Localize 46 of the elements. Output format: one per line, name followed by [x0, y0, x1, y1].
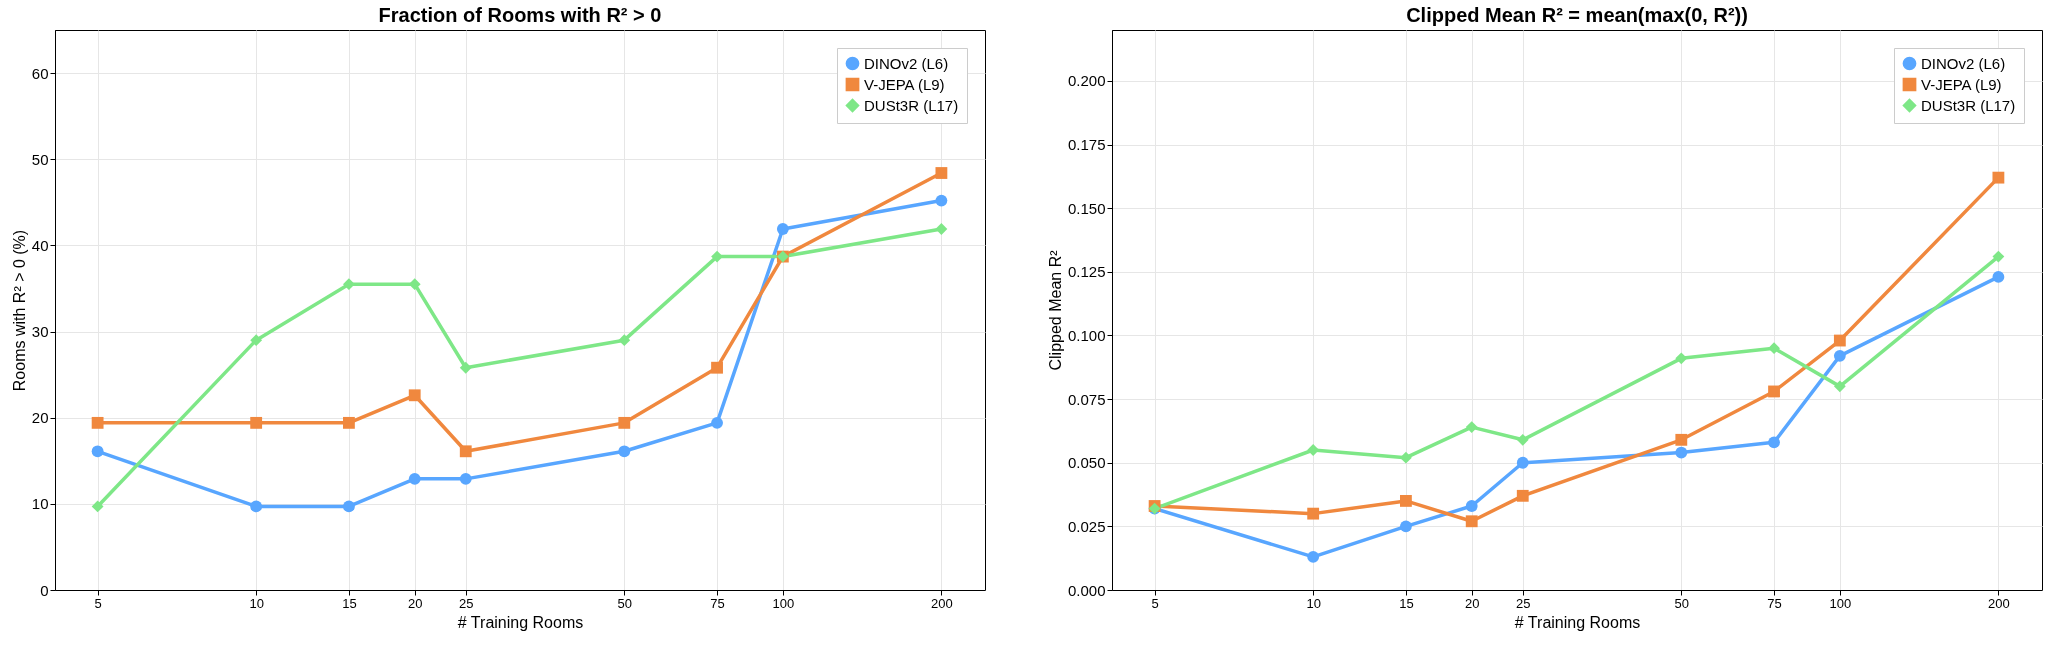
y-tick-label: 30 — [31, 323, 49, 341]
y-axis-title: Rooms with R² > 0 (%) — [10, 229, 28, 392]
x-tick-label: 5 — [1151, 595, 1159, 611]
x-tick-label: 100 — [772, 595, 795, 611]
x-tick-label: 50 — [1674, 595, 1690, 611]
x-tick-label: 200 — [1988, 595, 2010, 611]
x-tick-label: 25 — [1516, 595, 1531, 611]
legend-label: V-JEPA (L9) — [1921, 75, 2002, 93]
x-tick-label: 10 — [249, 595, 264, 611]
y-tick-label: 10 — [31, 495, 49, 513]
legend-label: DINOv2 (L6) — [864, 54, 949, 72]
x-tick-label: 75 — [1767, 595, 1782, 611]
x-tick-label: 25 — [459, 595, 474, 611]
x-tick-label: 10 — [1306, 595, 1321, 611]
y-tick-label: 0.200 — [1067, 72, 1106, 90]
x-axis-title: # Training Rooms — [457, 613, 584, 631]
chart-title: Clipped Mean R² = mean(max(0, R²)) — [1406, 4, 1748, 26]
y-tick-label: 0.000 — [1067, 581, 1106, 599]
y-tick-label: 50 — [31, 150, 49, 168]
y-tick-label: 0.075 — [1067, 390, 1106, 408]
y-tick-label: 0.150 — [1067, 199, 1106, 217]
legend-label: V-JEPA (L9) — [864, 75, 945, 93]
x-tick-label: 100 — [1829, 595, 1852, 611]
legend-label: DUSt3R (L17) — [1921, 96, 2016, 114]
chart-title: Fraction of Rooms with R² > 0 — [378, 4, 662, 26]
y-tick-label: 20 — [31, 409, 49, 427]
y-tick-label: 0.025 — [1067, 517, 1106, 535]
x-tick-label: 75 — [710, 595, 725, 611]
x-tick-label: 200 — [931, 595, 953, 611]
y-tick-label: 0.125 — [1067, 263, 1106, 281]
y-tick-label: 40 — [31, 236, 49, 254]
y-tick-label: 0.050 — [1067, 454, 1106, 472]
legend-label: DINOv2 (L6) — [1921, 54, 2006, 72]
y-tick-label: 60 — [31, 64, 49, 82]
x-axis-title: # Training Rooms — [1514, 613, 1641, 631]
y-axis-title: Clipped Mean R² — [1046, 249, 1064, 371]
x-tick-label: 15 — [1399, 595, 1414, 611]
x-tick-label: 15 — [342, 595, 357, 611]
y-tick-label: 0 — [40, 581, 49, 599]
y-tick-label: 0.175 — [1067, 136, 1106, 154]
legend-label: DUSt3R (L17) — [864, 96, 959, 114]
y-tick-label: 0.100 — [1067, 326, 1106, 344]
x-tick-label: 20 — [1464, 595, 1480, 611]
x-tick-label: 5 — [94, 595, 102, 611]
x-tick-label: 50 — [617, 595, 633, 611]
x-tick-label: 20 — [407, 595, 423, 611]
